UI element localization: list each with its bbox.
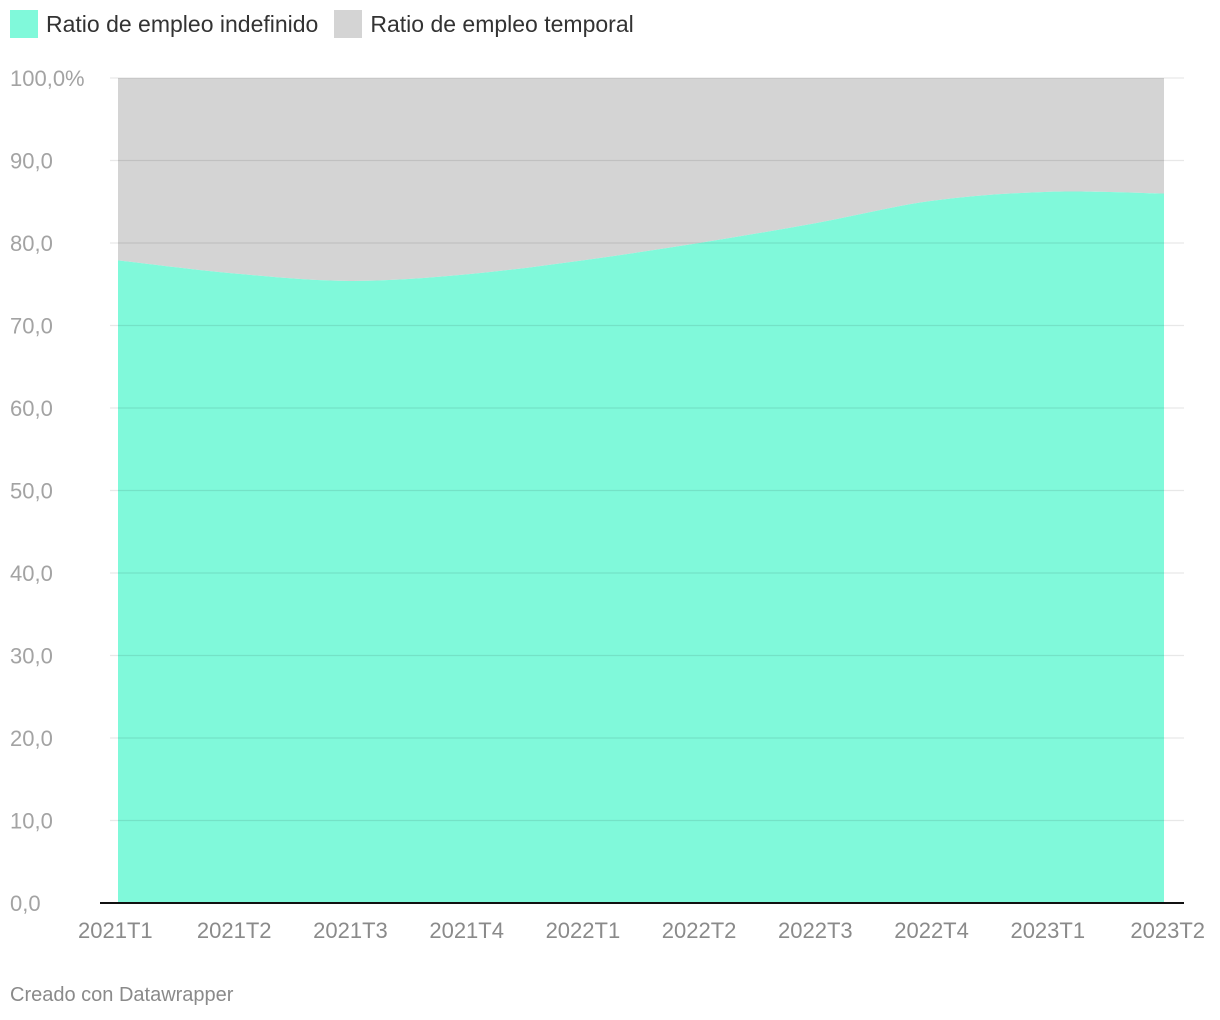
x-tick-label: 2021T1 xyxy=(78,918,153,943)
y-tick-label: 40,0 xyxy=(10,561,53,586)
x-tick-label: 2023T1 xyxy=(1010,918,1085,943)
x-tick-label: 2022T2 xyxy=(662,918,737,943)
x-tick-label: 2022T1 xyxy=(546,918,621,943)
y-tick-label: 0,0 xyxy=(10,891,41,916)
y-tick-label: 10,0 xyxy=(10,809,53,834)
y-tick-label: 80,0 xyxy=(10,231,53,256)
areas xyxy=(118,78,1164,903)
x-tick-label: 2022T4 xyxy=(894,918,969,943)
x-tick-label: 2021T2 xyxy=(197,918,272,943)
legend-item-indefinido: Ratio de empleo indefinido xyxy=(10,10,318,38)
legend-swatch-indefinido xyxy=(10,10,38,38)
area-ratio-temporal xyxy=(118,78,1164,281)
y-tick-label: 50,0 xyxy=(10,479,53,504)
y-axis-ticks: 0,0 10,0 20,0 30,0 40,0 50,0 60,0 70,0 80,0 90,0 1… xyxy=(10,66,85,916)
legend-item-temporal: Ratio de empleo temporal xyxy=(334,10,634,38)
x-tick-label: 2021T3 xyxy=(313,918,388,943)
y-tick-label: 20,0 xyxy=(10,726,53,751)
y-tick-label: 30,0 xyxy=(10,644,53,669)
x-tick-label: 2022T3 xyxy=(778,918,853,943)
gridlines xyxy=(110,77,1184,822)
y-tick-label: 60,0 xyxy=(10,396,53,421)
footer-credit: Creado con Datawrapper xyxy=(10,984,234,1006)
legend-label-temporal: Ratio de empleo temporal xyxy=(370,10,634,37)
y-tick-label: 70,0 xyxy=(10,314,53,339)
legend-swatch-temporal xyxy=(334,10,363,38)
x-tick-label: 2021T4 xyxy=(429,918,504,943)
x-axis-ticks: 2021T1 2021T2 2021T3 2021T4 2022T1 2022T2 2022… xyxy=(78,918,1205,943)
y-tick-label: 90,0 xyxy=(10,149,53,174)
legend: Ratio de empleo indefinido Ratio de empl… xyxy=(10,10,650,38)
legend-label-indefinido: Ratio de empleo indefinido xyxy=(46,10,319,37)
y-tick-label: 100,0% xyxy=(10,66,85,91)
x-tick-label: 2023T2 xyxy=(1130,918,1205,943)
area-ratio-indefinido xyxy=(118,191,1164,903)
